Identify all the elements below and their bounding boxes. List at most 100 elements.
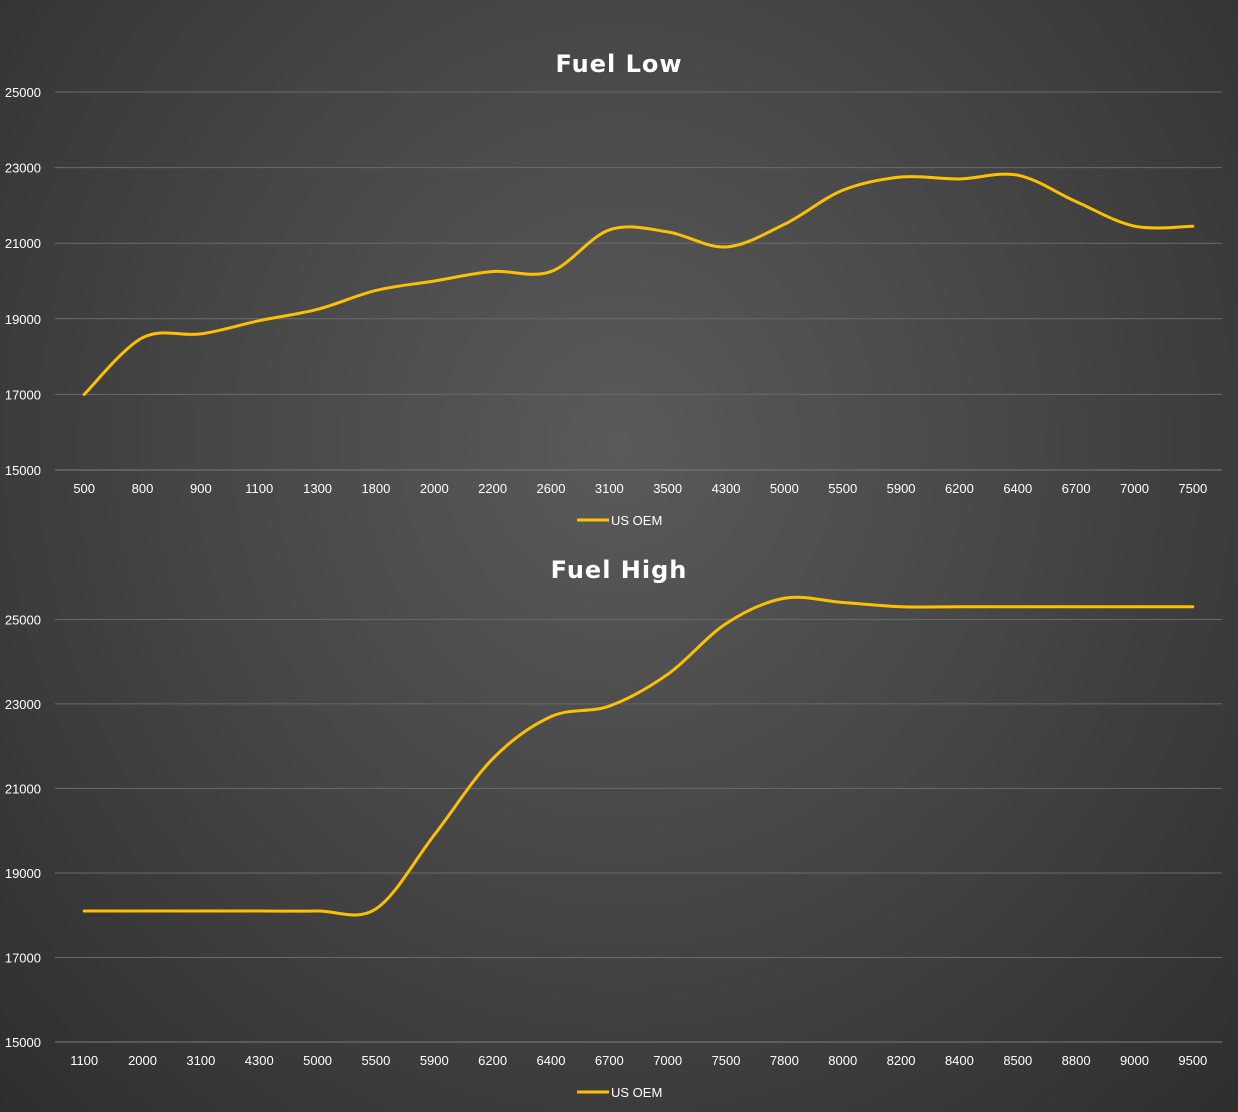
x-tick-label: 1100 [70, 1053, 98, 1068]
data-point [1132, 605, 1136, 609]
y-tick-label: 19000 [5, 312, 41, 327]
x-tick-label: 8800 [1062, 1053, 1091, 1068]
data-point [432, 833, 436, 837]
x-tick-label: 2600 [537, 481, 566, 496]
x-tick-label: 6700 [1062, 481, 1091, 496]
data-point [316, 909, 320, 913]
x-tick-label: 500 [73, 481, 95, 496]
x-tick-label: 3500 [653, 481, 682, 496]
x-tick-label: 7000 [653, 1053, 682, 1068]
x-tick-label: 5000 [303, 1053, 332, 1068]
data-point [1074, 605, 1078, 609]
y-tick-label: 25000 [5, 85, 41, 100]
data-point [257, 319, 261, 323]
x-tick-label: 2000 [128, 1053, 157, 1068]
x-tick-label: 1300 [303, 481, 332, 496]
y-tick-label: 17000 [5, 950, 41, 965]
data-point [1191, 224, 1195, 228]
data-point [549, 715, 553, 719]
y-tick-label: 23000 [5, 161, 41, 176]
data-point [199, 332, 203, 336]
x-tick-label: 5900 [887, 481, 916, 496]
data-point [1074, 200, 1078, 204]
data-point [316, 307, 320, 311]
x-tick-label: 8500 [1003, 1053, 1032, 1068]
data-point [257, 909, 261, 913]
data-point [782, 222, 786, 226]
data-point [1016, 173, 1020, 177]
chart-title: Fuel Low [555, 50, 683, 78]
x-tick-label: 4300 [712, 481, 741, 496]
x-tick-label: 5000 [770, 481, 799, 496]
y-tick-label: 17000 [5, 387, 41, 402]
x-tick-label: 2000 [420, 481, 449, 496]
data-point [432, 279, 436, 283]
x-tick-label: 6200 [945, 481, 974, 496]
x-tick-label: 1100 [245, 481, 273, 496]
x-tick-label: 3100 [186, 1053, 215, 1068]
x-tick-label: 1800 [361, 481, 390, 496]
data-point [899, 605, 903, 609]
x-tick-label: 4300 [245, 1053, 274, 1068]
data-point [374, 907, 378, 911]
data-point [82, 392, 86, 396]
fuel-low-plot: 15000 17000 19000 21000 23000 25000 500 800 900 1… [5, 85, 1222, 528]
x-tick-label: 3100 [595, 481, 624, 496]
y-tick-label: 25000 [5, 612, 41, 627]
y-tick-label: 15000 [5, 1035, 41, 1050]
x-tick-label: 6200 [478, 1053, 507, 1068]
y-tick-label: 19000 [5, 866, 41, 881]
data-point [491, 757, 495, 761]
data-point [607, 704, 611, 708]
data-point [374, 288, 378, 292]
data-point [199, 909, 203, 913]
x-tick-label: 5500 [361, 1053, 390, 1068]
x-tick-label: 7000 [1120, 481, 1149, 496]
fuel-high-plot: 15000 17000 19000 21000 23000 25000 1100 2000 31… [5, 595, 1222, 1100]
x-tick-label: 6400 [1003, 481, 1032, 496]
data-point [841, 188, 845, 192]
x-tick-label: 8200 [887, 1053, 916, 1068]
data-point [607, 228, 611, 232]
y-tick-label: 15000 [5, 463, 41, 478]
data-point [549, 270, 553, 274]
x-tick-label: 8000 [828, 1053, 857, 1068]
data-point [491, 270, 495, 274]
x-tick-label: 2200 [478, 481, 507, 496]
data-point [1016, 605, 1020, 609]
data-point [666, 230, 670, 234]
data-point [1132, 224, 1136, 228]
x-tick-label: 900 [190, 481, 212, 496]
data-point [841, 600, 845, 604]
x-tick-label: 8400 [945, 1053, 974, 1068]
x-tick-label: 9500 [1178, 1053, 1207, 1068]
data-point [782, 596, 786, 600]
x-tick-label: 7500 [1178, 481, 1207, 496]
x-tick-label: 5500 [828, 481, 857, 496]
data-point [82, 909, 86, 913]
y-tick-label: 21000 [5, 781, 41, 796]
fuel-high-chart: Fuel High 15000 17000 19000 21000 23000 25000… [0, 540, 1238, 1112]
x-tick-label: 7800 [770, 1053, 799, 1068]
series-line [82, 172, 1195, 396]
x-tick-label: 800 [132, 481, 154, 496]
fuel-low-chart: Fuel Low 15000 17000 19000 21000 23000 25000 5… [0, 0, 1238, 540]
data-point [724, 245, 728, 249]
data-point [899, 175, 903, 179]
series-line [82, 595, 1195, 917]
y-tick-label: 23000 [5, 697, 41, 712]
chart-title: Fuel High [550, 556, 688, 584]
x-tick-label: 9000 [1120, 1053, 1149, 1068]
data-point [1191, 605, 1195, 609]
x-tick-label: 5900 [420, 1053, 449, 1068]
x-tick-label: 6400 [537, 1053, 566, 1068]
data-point [141, 336, 145, 340]
legend-label: US OEM [611, 1085, 662, 1100]
x-tick-label: 6700 [595, 1053, 624, 1068]
legend-label: US OEM [611, 513, 662, 528]
data-point [666, 672, 670, 676]
data-point [957, 177, 961, 181]
data-point [724, 622, 728, 626]
data-point [957, 605, 961, 609]
y-tick-label: 21000 [5, 236, 41, 251]
